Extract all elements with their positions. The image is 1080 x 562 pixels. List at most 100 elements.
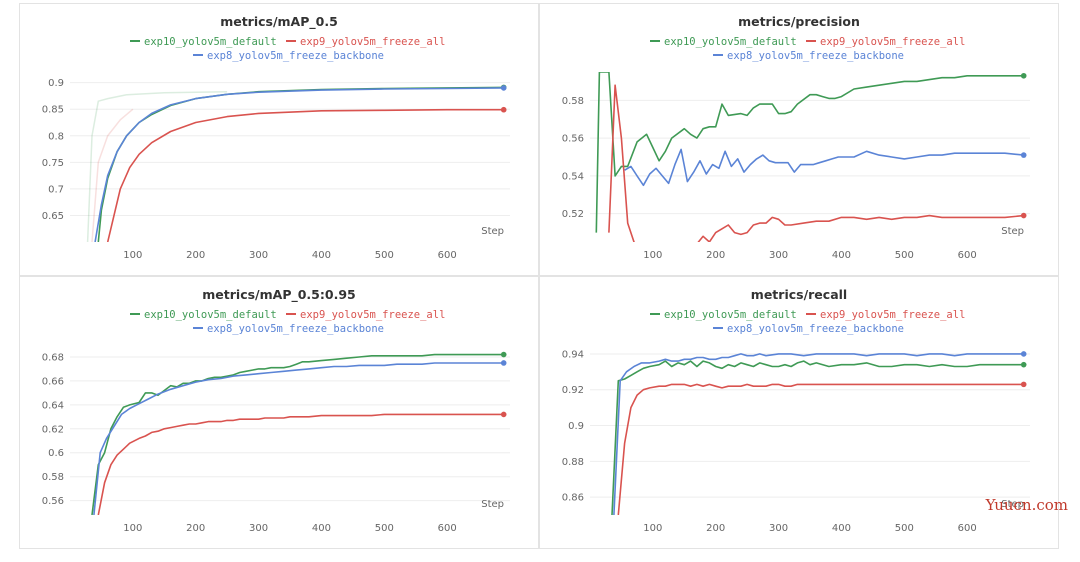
chart-title: metrics/mAP_0.5:0.95	[202, 287, 355, 303]
legend-label: exp10_yolov5m_default	[144, 309, 277, 321]
legend-label: exp8_yolov5m_freeze_backbone	[207, 323, 384, 335]
series-line-exp10_yolov5m_default	[595, 72, 1024, 233]
legend-label: exp9_yolov5m_freeze_all	[820, 309, 965, 321]
y-tick-label: 0.54	[562, 171, 584, 182]
series-line-exp8_yolov5m_freeze_backbone	[94, 87, 504, 242]
legend-label: exp8_yolov5m_freeze_backbone	[727, 323, 904, 335]
y-tick-label: 0.65	[42, 211, 64, 222]
series-endpoint	[500, 85, 507, 91]
series-endpoint	[500, 411, 507, 418]
legend-label: exp10_yolov5m_default	[664, 309, 797, 321]
x-tick-label: 600	[958, 523, 977, 534]
series-line-exp10_yolov5m_default	[611, 360, 1024, 515]
series-endpoint	[500, 351, 507, 358]
x-tick-label: 400	[832, 250, 851, 261]
series-endpoint	[1020, 212, 1027, 219]
y-tick-label: 0.68	[42, 352, 64, 363]
y-tick-label: 0.9	[48, 78, 64, 89]
x-tick-label: 100	[123, 523, 142, 534]
chart-panel-map-0-5-0-95: metrics/mAP_0.5:0.95 exp10_yolov5m_defaul…	[19, 276, 539, 549]
x-tick-label: 200	[186, 250, 205, 261]
series-line-exp8_yolov5m_freeze_backbone	[613, 353, 1024, 515]
x-tick-label: 500	[375, 250, 394, 261]
series-line-exp8_yolov5m_freeze_backbone	[624, 148, 1024, 187]
series-endpoint	[1020, 351, 1027, 357]
x-tick-label: 500	[375, 523, 394, 534]
y-tick-label: 0.66	[42, 376, 64, 387]
x-tick-label: 500	[895, 250, 914, 261]
ghost-line	[91, 108, 134, 242]
y-tick-label: 0.85	[42, 105, 64, 116]
chart-title: metrics/precision	[738, 14, 860, 29]
y-tick-label: 0.86	[562, 493, 584, 504]
series-line-exp10_yolov5m_default	[91, 353, 504, 515]
legend-label: exp9_yolov5m_freeze_all	[820, 36, 965, 48]
legend-label: exp9_yolov5m_freeze_all	[300, 309, 445, 321]
x-tick-label: 100	[643, 250, 662, 261]
y-tick-label: 0.62	[42, 424, 64, 435]
x-tick-label: 400	[312, 523, 331, 534]
x-tick-label: 500	[895, 523, 914, 534]
series-endpoint	[1020, 361, 1027, 368]
x-axis-label: Step	[481, 226, 504, 237]
y-tick-label: 0.52	[562, 209, 584, 220]
y-tick-label: 0.56	[42, 496, 64, 507]
chart-panel-map-0-5: metrics/mAP_0.5 exp10_yolov5m_default exp9…	[19, 3, 539, 276]
x-tick-label: 100	[643, 523, 662, 534]
x-tick-label: 300	[769, 523, 788, 534]
x-tick-label: 600	[438, 523, 457, 534]
y-tick-label: 0.64	[42, 400, 64, 411]
x-tick-label: 300	[249, 250, 268, 261]
series-endpoint	[500, 106, 507, 113]
x-axis-label: Step	[1001, 499, 1024, 510]
y-tick-label: 0.6	[48, 448, 64, 459]
series-endpoint	[1020, 152, 1027, 158]
y-tick-label: 0.58	[42, 472, 64, 483]
series-line-exp9_yolov5m_freeze_all	[608, 84, 1024, 242]
chart-svg: metrics/mAP_0.5:0.95 exp10_yolov5m_defaul…	[42, 287, 510, 534]
x-tick-label: 300	[769, 250, 788, 261]
chart-panel-recall: metrics/recall exp10_yolov5m_default exp9_…	[539, 276, 1059, 549]
legend-label: exp8_yolov5m_freeze_backbone	[207, 50, 384, 62]
x-tick-label: 600	[958, 250, 977, 261]
x-tick-label: 400	[832, 523, 851, 534]
legend-label: exp9_yolov5m_freeze_all	[300, 36, 445, 48]
y-tick-label: 0.56	[562, 134, 584, 145]
series-endpoint	[1020, 381, 1027, 388]
chart-svg: metrics/mAP_0.5 exp10_yolov5m_default exp9…	[42, 14, 510, 261]
plot-area	[86, 86, 504, 242]
series-line-exp9_yolov5m_freeze_all	[617, 383, 1024, 515]
series-endpoint	[1020, 72, 1027, 79]
chart-panel-precision: metrics/precision exp10_yolov5m_default ex…	[539, 3, 1059, 276]
x-tick-label: 300	[249, 523, 268, 534]
plot-area	[91, 353, 504, 515]
y-tick-label: 0.94	[562, 349, 584, 360]
legend-label: exp10_yolov5m_default	[144, 36, 277, 48]
chart-svg: metrics/recall exp10_yolov5m_default exp9_…	[562, 287, 1030, 534]
x-tick-label: 200	[186, 523, 205, 534]
plot-area	[611, 353, 1024, 515]
x-tick-label: 100	[123, 250, 142, 261]
y-tick-label: 0.9	[568, 421, 584, 432]
legend-label: exp8_yolov5m_freeze_backbone	[727, 50, 904, 62]
plot-area	[595, 72, 1024, 242]
y-tick-label: 0.92	[562, 385, 584, 396]
watermark: Yuucn.com	[985, 496, 1068, 514]
y-tick-label: 0.7	[48, 184, 64, 195]
chart-title: metrics/mAP_0.5	[220, 14, 338, 30]
y-tick-label: 0.88	[562, 457, 584, 468]
series-line-exp9_yolov5m_freeze_all	[106, 108, 504, 242]
y-tick-label: 0.75	[42, 158, 64, 169]
series-line-exp8_yolov5m_freeze_backbone	[93, 362, 504, 515]
x-axis-label: Step	[481, 499, 504, 510]
x-tick-label: 600	[438, 250, 457, 261]
x-tick-label: 400	[312, 250, 331, 261]
series-line-exp9_yolov5m_freeze_all	[97, 413, 504, 515]
legend-label: exp10_yolov5m_default	[664, 36, 797, 48]
ghost-line	[86, 90, 228, 242]
y-tick-label: 0.58	[562, 96, 584, 107]
y-tick-label: 0.8	[48, 131, 64, 142]
x-tick-label: 200	[706, 523, 725, 534]
x-axis-label: Step	[1001, 226, 1024, 237]
